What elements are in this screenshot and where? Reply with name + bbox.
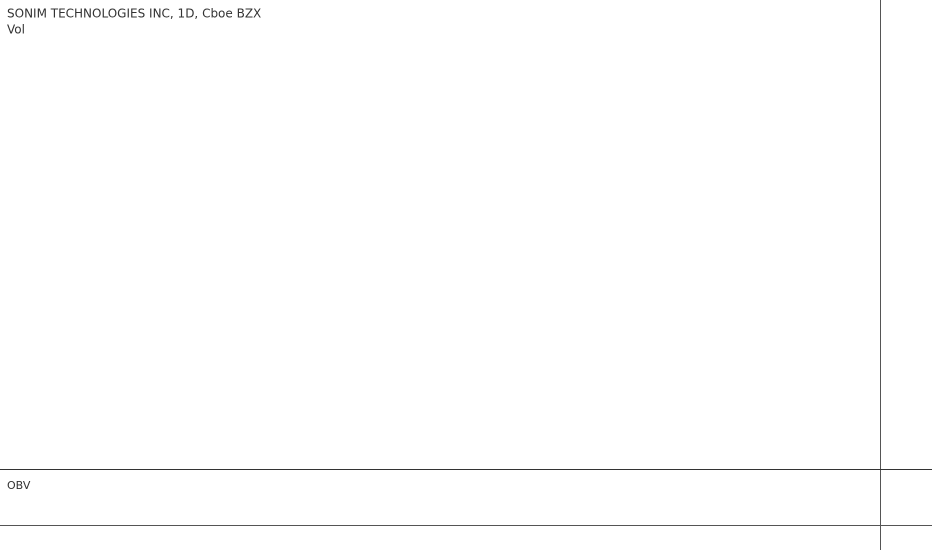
volume-label: Vol <box>7 23 25 37</box>
obv-label: OBV <box>7 479 31 492</box>
chart-title: SONIM TECHNOLOGIES INC, 1D, Cboe BZX <box>7 7 261 21</box>
